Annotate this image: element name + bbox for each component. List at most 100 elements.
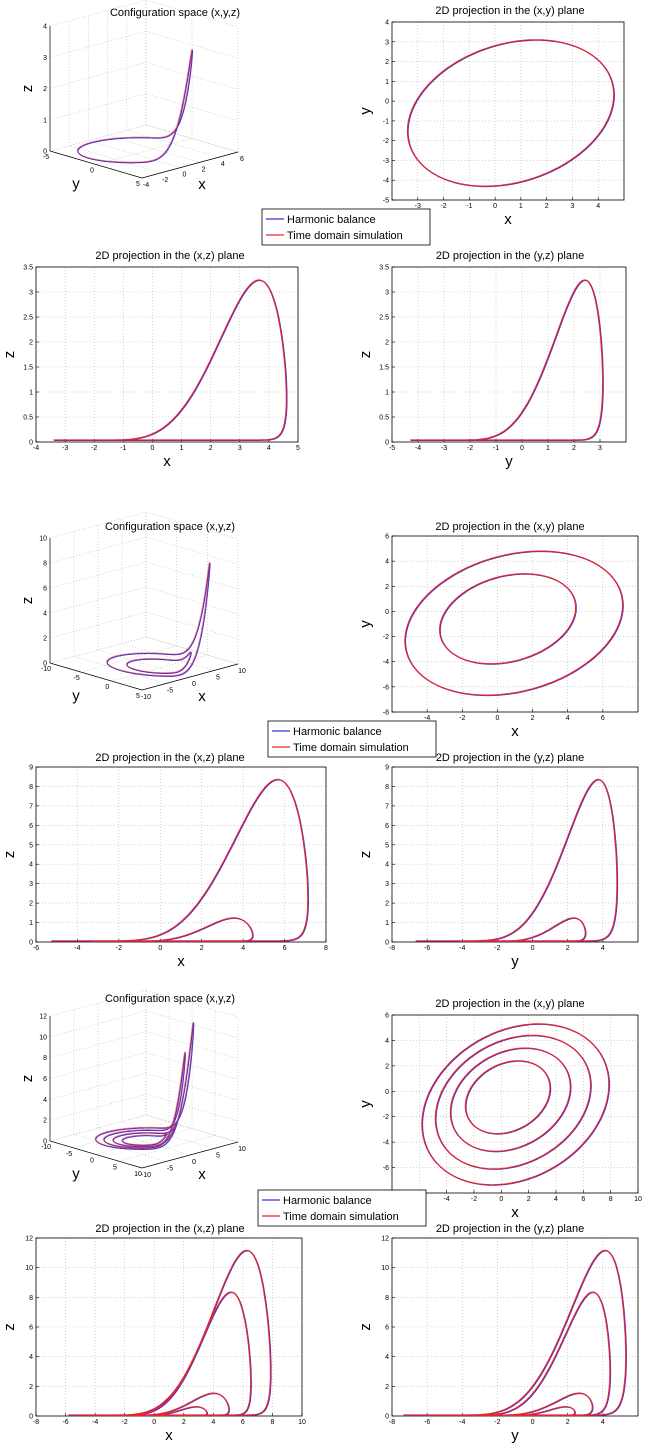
y-tick-label: 2 [385, 584, 389, 591]
x-tick-label: 8 [270, 1419, 274, 1426]
series-harmonic-line [450, 1047, 572, 1153]
z-tick-label: 6 [43, 586, 47, 593]
x-tick-label: 5 [216, 675, 220, 682]
y-tick-label: 1 [385, 79, 389, 86]
y-tick-label: -10 [41, 666, 51, 673]
x-tick-label: -4 [415, 445, 421, 452]
plot-frame [391, 1014, 639, 1194]
x-tick-label: 2 [566, 1419, 570, 1426]
x-tick-label: -2 [494, 1419, 500, 1426]
series-time-domain-line [421, 1023, 610, 1186]
x-axis-label: x [165, 1427, 173, 1444]
chart-title: 2D projection in the (x,z) plane [95, 250, 244, 262]
y-tick-label: -2 [383, 138, 389, 145]
z-tick-label: 0 [43, 1139, 47, 1146]
legend-label-time-domain: Time domain simulation [293, 742, 409, 754]
y-tick-label: 4 [385, 20, 389, 27]
y-tick-label: 7 [29, 803, 33, 810]
series-time-domain-line [459, 917, 586, 942]
y-tick-label: -1 [383, 118, 389, 125]
x-axis-label: x [198, 1166, 206, 1183]
y-tick-label: 10 [25, 1265, 33, 1272]
x-axis-label: y [511, 953, 519, 970]
y-tick-label: -8 [383, 710, 389, 717]
y-tick-label: 1 [385, 920, 389, 927]
x-tick-label: -3 [62, 445, 68, 452]
x-tick-label: -5 [167, 1166, 173, 1173]
x-tick-label: 0 [152, 1419, 156, 1426]
y-tick-label: -5 [66, 1151, 72, 1158]
z-axis-label: z [19, 1075, 36, 1083]
y-tick-label: 0 [385, 440, 389, 447]
y-tick-label: -5 [74, 675, 80, 682]
y-tick-label: 0 [385, 99, 389, 106]
x-tick-label: -8 [389, 1419, 395, 1426]
grid-line [145, 1073, 239, 1101]
y-tick-label: 6 [29, 823, 33, 830]
legend-label-time-domain: Time domain simulation [283, 1211, 399, 1223]
y-axis-label: y [72, 176, 80, 193]
grid-line [145, 611, 239, 640]
chart-title: Configuration space (x,y,z) [105, 993, 235, 1005]
series-harmonic-line [51, 779, 309, 942]
x-tick-label: -1 [466, 203, 472, 210]
x-axis-label: x [177, 953, 185, 970]
y-tick-label: 2.5 [23, 315, 33, 322]
z-tick-label: 10 [39, 1034, 47, 1041]
y-tick-label: 8 [29, 784, 33, 791]
z-tick-label: 1 [43, 117, 47, 124]
series-time-domain-line [121, 1132, 167, 1146]
y-tick-label: 2 [385, 1063, 389, 1070]
x-tick-label: -8 [33, 1419, 39, 1426]
x-tick-label: 4 [211, 1419, 215, 1426]
x-tick-label: 4 [566, 715, 570, 722]
grid-line [145, 62, 239, 90]
chart-title: 2D projection in the (x,y) plane [435, 5, 584, 17]
x-tick-label: -2 [471, 1196, 477, 1203]
y-tick-label: 0 [29, 1414, 33, 1421]
x-tick-label: -5 [389, 445, 395, 452]
series-harmonic-line [83, 1291, 252, 1416]
y-tick-label: 3 [29, 881, 33, 888]
x-tick-label: 8 [609, 1196, 613, 1203]
y-tick-label: 8 [385, 1295, 389, 1302]
x-tick-label: -2 [122, 1419, 128, 1426]
x-tick-label: 0 [158, 945, 162, 952]
y-tick-label: 4 [385, 559, 389, 566]
y-tick-label: -3 [383, 158, 389, 165]
y-tick-label: 3 [385, 39, 389, 46]
grid-line [145, 561, 239, 590]
series-time-domain-line [434, 1034, 592, 1170]
y-tick-label: 3 [29, 290, 33, 297]
x-tick-label: 4 [601, 945, 605, 952]
z-tick-label: 8 [43, 1055, 47, 1062]
x-tick-label: 0 [499, 1196, 503, 1203]
y-tick-label: 0 [90, 168, 94, 175]
x-tick-label: 4 [267, 445, 271, 452]
chart-title: Configuration space (x,y,z) [105, 521, 235, 533]
series-harmonic-line [77, 49, 194, 164]
x-tick-label: 4 [596, 203, 600, 210]
grid-line [49, 93, 147, 121]
z-tick-label: 2 [43, 86, 47, 93]
x-tick-label: -8 [389, 945, 395, 952]
y-axis-label: y [72, 688, 80, 705]
grid-line [69, 145, 162, 174]
grid-line [145, 636, 239, 665]
y-tick-label: 5 [385, 842, 389, 849]
series-time-domain-line [82, 1291, 252, 1416]
z-tick-label: 0 [43, 149, 47, 156]
y-tick-label: 5 [136, 693, 140, 700]
series-time-domain-line [68, 1249, 271, 1416]
grid-line [145, 0, 239, 28]
grid-line [145, 636, 239, 665]
x-axis-label: x [198, 176, 206, 193]
z-tick-label: 12 [39, 1014, 47, 1021]
y-tick-label: 1 [29, 920, 33, 927]
y-tick-label: -4 [383, 178, 389, 185]
chart-title: Configuration space (x,y,z) [110, 7, 240, 19]
grid-line [145, 1093, 239, 1122]
plot-frame [391, 535, 639, 713]
grid-line [145, 1052, 239, 1080]
